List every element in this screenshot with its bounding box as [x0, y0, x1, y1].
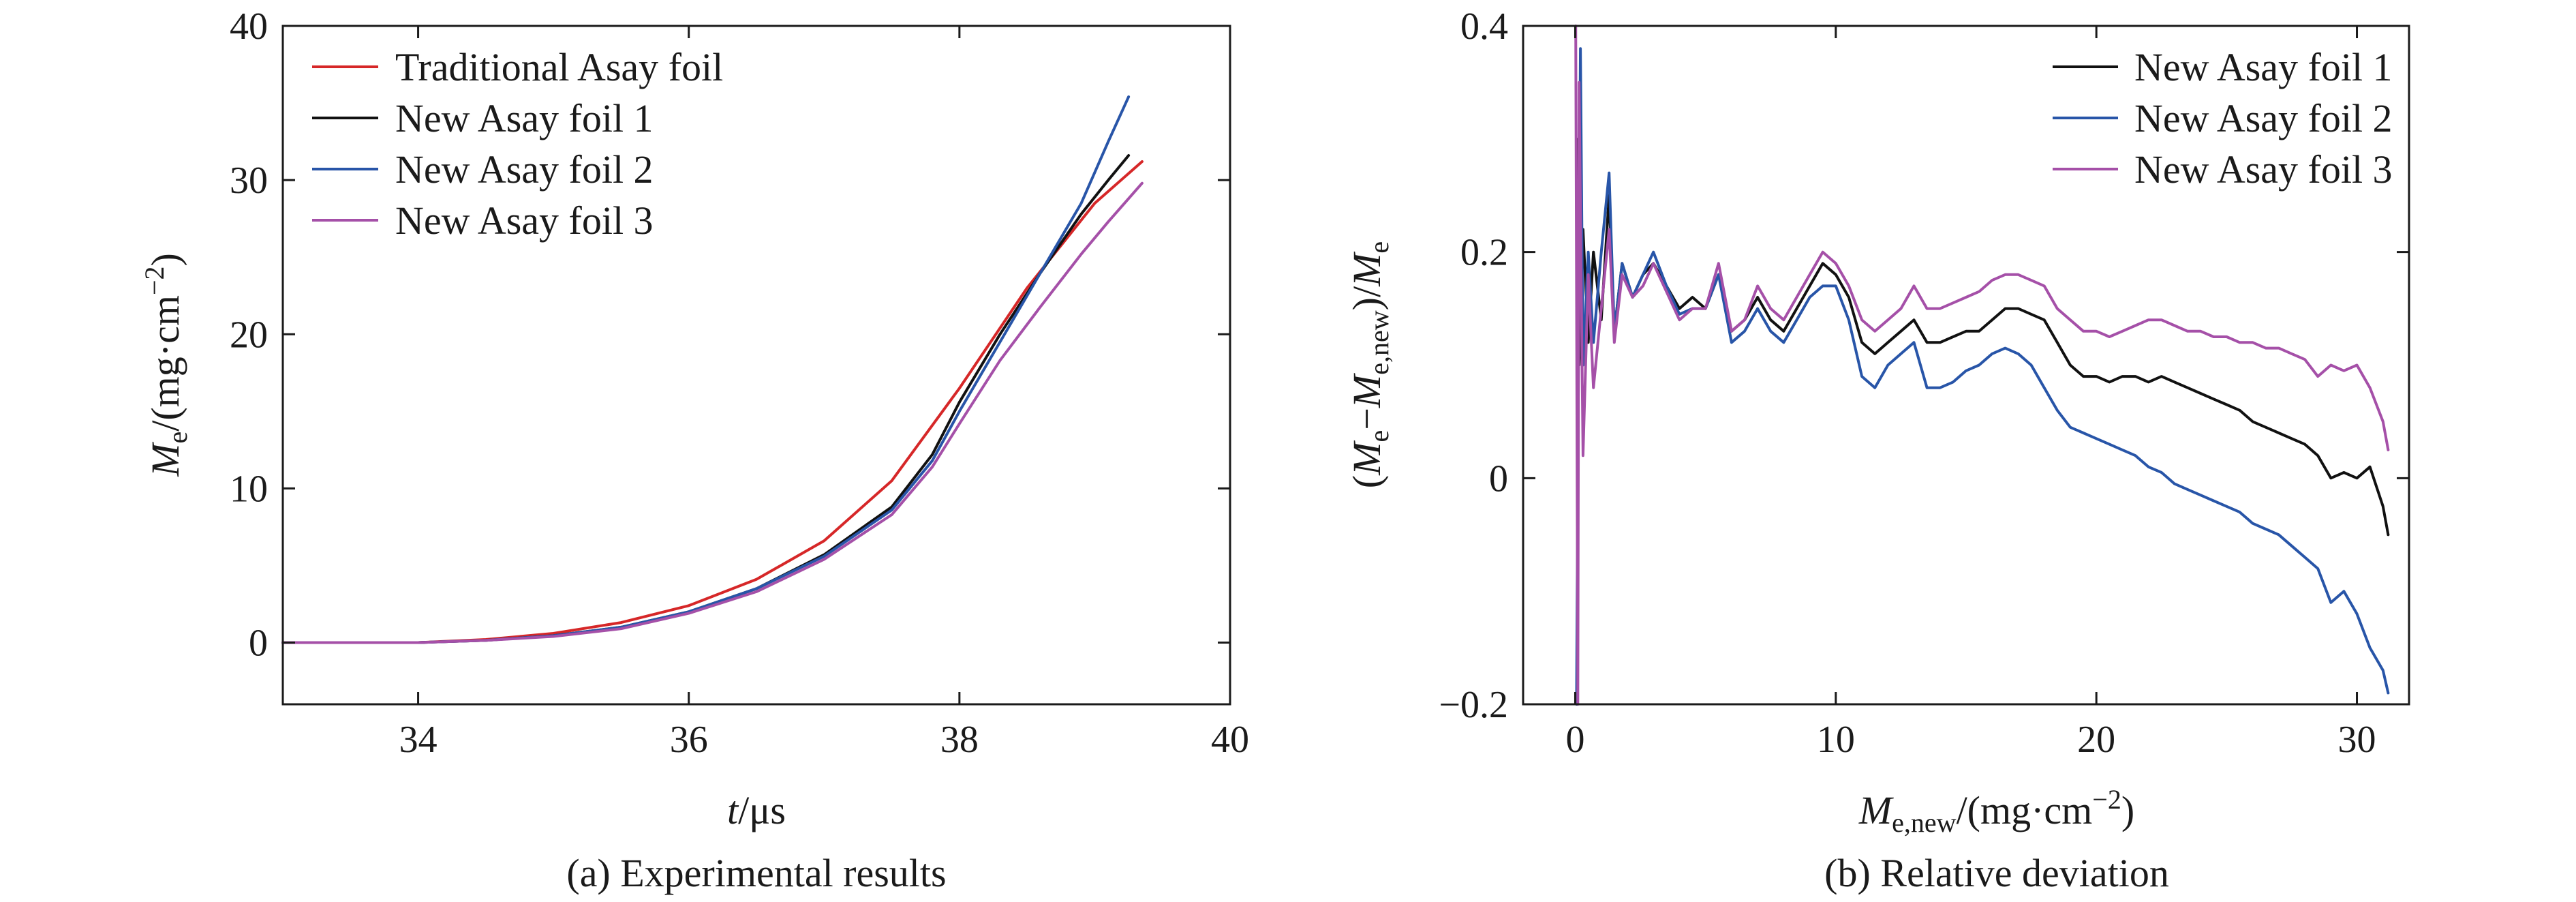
x-tick-label: 38	[940, 719, 979, 761]
panel-experimental-results: 34 36 38 40 0 10 20 30 40 t/μs Me/(mg·cm−2) Tra…	[139, 5, 1249, 895]
y-tick-label: 30	[230, 160, 268, 202]
legend-label: New Asay foil 3	[2134, 147, 2393, 192]
x-tick-label: 10	[1817, 719, 1855, 761]
y-axis-label: (Me−Me,new)/Me	[1345, 241, 1394, 488]
x-tick-label: 30	[2338, 719, 2376, 761]
series-line	[1575, 137, 2390, 537]
y-axis-label: Me/(mg·cm−2)	[139, 253, 193, 477]
panel-relative-deviation: 0 10 20 30 −0.2 0 0.2 0.4 Me,new/(mg·cm−2) (Me…	[1345, 5, 2410, 895]
caption: (b) Relative deviation	[1824, 851, 2169, 895]
x-ticks: 34 36 38 40	[399, 26, 1249, 761]
series-line	[281, 181, 1144, 644]
y-tick-label: 0.4	[1460, 5, 1508, 48]
x-tick-label: 34	[399, 719, 438, 761]
caption: (a) Experimental results	[566, 851, 946, 895]
legend-label: New Asay foil 3	[395, 198, 654, 243]
legend-label: Traditional Asay foil	[395, 45, 723, 89]
plot-frame	[281, 25, 1231, 706]
x-axis-label: Me,new/(mg·cm−2)	[1858, 784, 2134, 838]
series-lines	[281, 95, 1144, 644]
y-tick-label: 20	[230, 314, 268, 356]
plot-frame	[1522, 25, 2410, 706]
legend-label: New Asay foil 2	[395, 147, 654, 192]
y-tick-label: 10	[230, 468, 268, 510]
x-tick-label: 40	[1211, 719, 1249, 761]
series-line	[1575, 47, 2390, 706]
y-tick-label: 0	[249, 622, 268, 665]
legend: Traditional Asay foil New Asay foil 1 Ne…	[312, 45, 723, 243]
legend-label: New Asay foil 1	[2134, 45, 2393, 89]
x-tick-label: 0	[1565, 719, 1584, 761]
legend-label: New Asay foil 1	[395, 96, 654, 140]
series-lines	[1574, 25, 2390, 706]
legend: New Asay foil 1 New Asay foil 2 New Asay…	[2053, 45, 2393, 192]
y-tick-label: 40	[230, 5, 268, 48]
x-axis-label: t/μs	[727, 788, 786, 832]
y-ticks: 0 10 20 30 40	[230, 5, 1230, 665]
series-line	[1574, 25, 2390, 706]
x-tick-label: 20	[2077, 719, 2115, 761]
y-tick-label: −0.2	[1439, 684, 1508, 726]
x-ticks: 0 10 20 30	[1565, 26, 2376, 761]
x-tick-label: 36	[670, 719, 708, 761]
legend-label: New Asay foil 2	[2134, 96, 2393, 140]
y-tick-label: 0.2	[1460, 232, 1508, 274]
y-tick-label: 0	[1489, 457, 1508, 500]
y-ticks: −0.2 0 0.2 0.4	[1439, 5, 2409, 726]
